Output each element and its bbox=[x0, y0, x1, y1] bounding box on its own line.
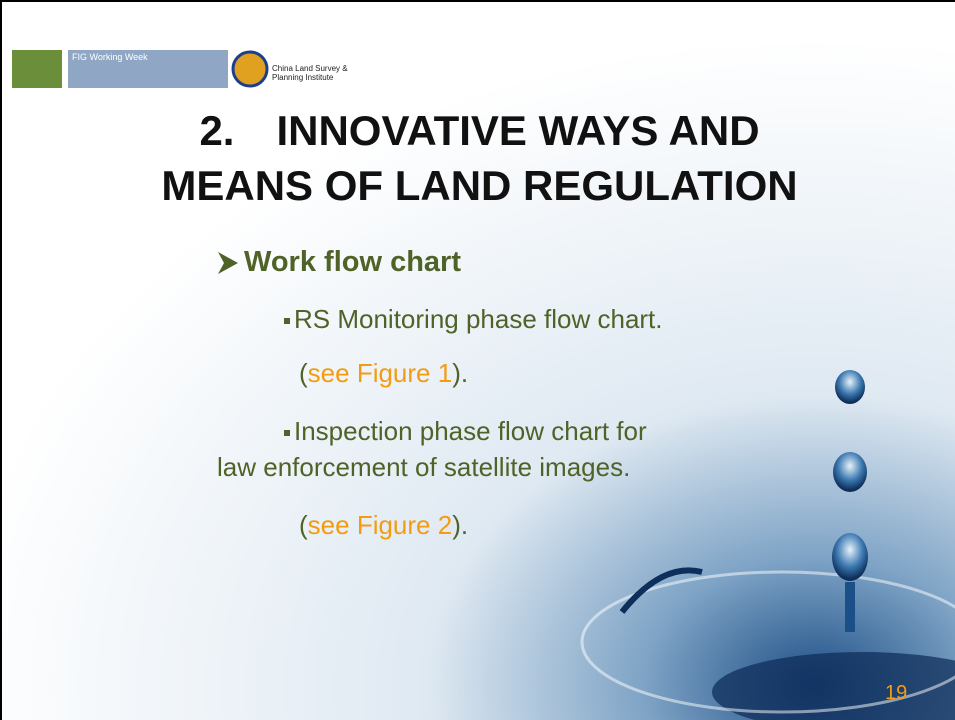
item-text: law enforcement of satellite images. bbox=[217, 452, 630, 482]
figure-reference: (see Figure 1). bbox=[299, 358, 468, 389]
item-text: RS Monitoring phase flow chart. bbox=[294, 304, 663, 334]
square-bullet bbox=[284, 430, 290, 436]
title-line: MEANS OF LAND REGULATION bbox=[2, 162, 955, 210]
page-number: 19 bbox=[885, 682, 907, 705]
slide: FIG Working Week China Land Survey & Pla… bbox=[0, 0, 955, 720]
title-line: 2. INNOVATIVE WAYS AND bbox=[2, 97, 955, 158]
logo-text: FIG Working Week bbox=[72, 52, 148, 62]
ref-close: ). bbox=[452, 358, 468, 388]
item-line: RS Monitoring phase flow chart. bbox=[284, 304, 663, 335]
arrow-bullet bbox=[216, 250, 240, 276]
ref-close: ). bbox=[452, 510, 468, 540]
ref-link: see Figure 1 bbox=[308, 358, 453, 388]
item-line: Inspection phase flow chart for bbox=[284, 416, 647, 447]
heading: Work flow chart bbox=[244, 246, 461, 279]
logo-text: China Land Survey & Planning Institute bbox=[272, 64, 357, 82]
square-bullet bbox=[284, 318, 290, 324]
ref-open: ( bbox=[299, 358, 308, 388]
ref-link: see Figure 2 bbox=[308, 510, 453, 540]
item-text: Inspection phase flow chart for bbox=[294, 416, 647, 446]
ref-open: ( bbox=[299, 510, 308, 540]
figure-reference: (see Figure 2). bbox=[299, 510, 468, 541]
item-line: law enforcement of satellite images. bbox=[217, 452, 630, 483]
